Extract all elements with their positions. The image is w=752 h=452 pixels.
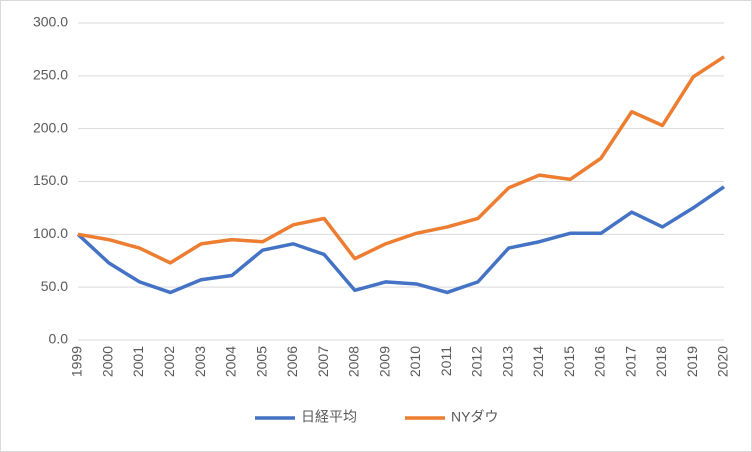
y-tick-label: 200.0	[33, 119, 68, 135]
x-tick-label: 2003	[192, 346, 208, 377]
x-tick-label: 2007	[315, 346, 331, 377]
legend-label: 日経平均	[301, 409, 357, 425]
x-tick-label: 2020	[715, 346, 731, 377]
x-tick-label: 2011	[438, 346, 454, 376]
x-tick-label: 2001	[130, 346, 146, 377]
x-tick-label: 2006	[284, 346, 300, 377]
y-tick-label: 50.0	[41, 278, 68, 294]
x-tick-label: 2000	[99, 346, 115, 377]
x-tick-label: 2005	[253, 346, 269, 377]
x-tick-label: 2009	[376, 346, 392, 377]
x-tick-label: 2018	[653, 346, 669, 377]
x-tick-label: 2016	[592, 346, 608, 377]
x-tick-label: 2012	[469, 346, 485, 377]
x-tick-label: 2010	[407, 346, 423, 377]
x-tick-label: 1999	[69, 346, 85, 377]
y-tick-label: 0.0	[49, 331, 69, 347]
x-tick-label: 2002	[161, 346, 177, 377]
x-tick-label: 2017	[622, 346, 638, 377]
x-tick-label: 2004	[223, 346, 239, 377]
series-line	[76, 185, 725, 295]
x-tick-label: 2008	[346, 346, 362, 377]
y-tick-label: 100.0	[33, 225, 68, 241]
y-tick-label: 250.0	[33, 67, 68, 83]
series-line	[77, 55, 725, 265]
legend-label: NYダウ	[451, 409, 498, 425]
x-tick-label: 2015	[561, 346, 577, 377]
x-tick-label: 2014	[530, 346, 546, 377]
y-tick-label: 300.0	[33, 14, 68, 30]
x-tick-label: 2019	[684, 346, 700, 377]
x-tick-label: 2013	[499, 346, 515, 377]
y-tick-label: 150.0	[33, 172, 68, 188]
